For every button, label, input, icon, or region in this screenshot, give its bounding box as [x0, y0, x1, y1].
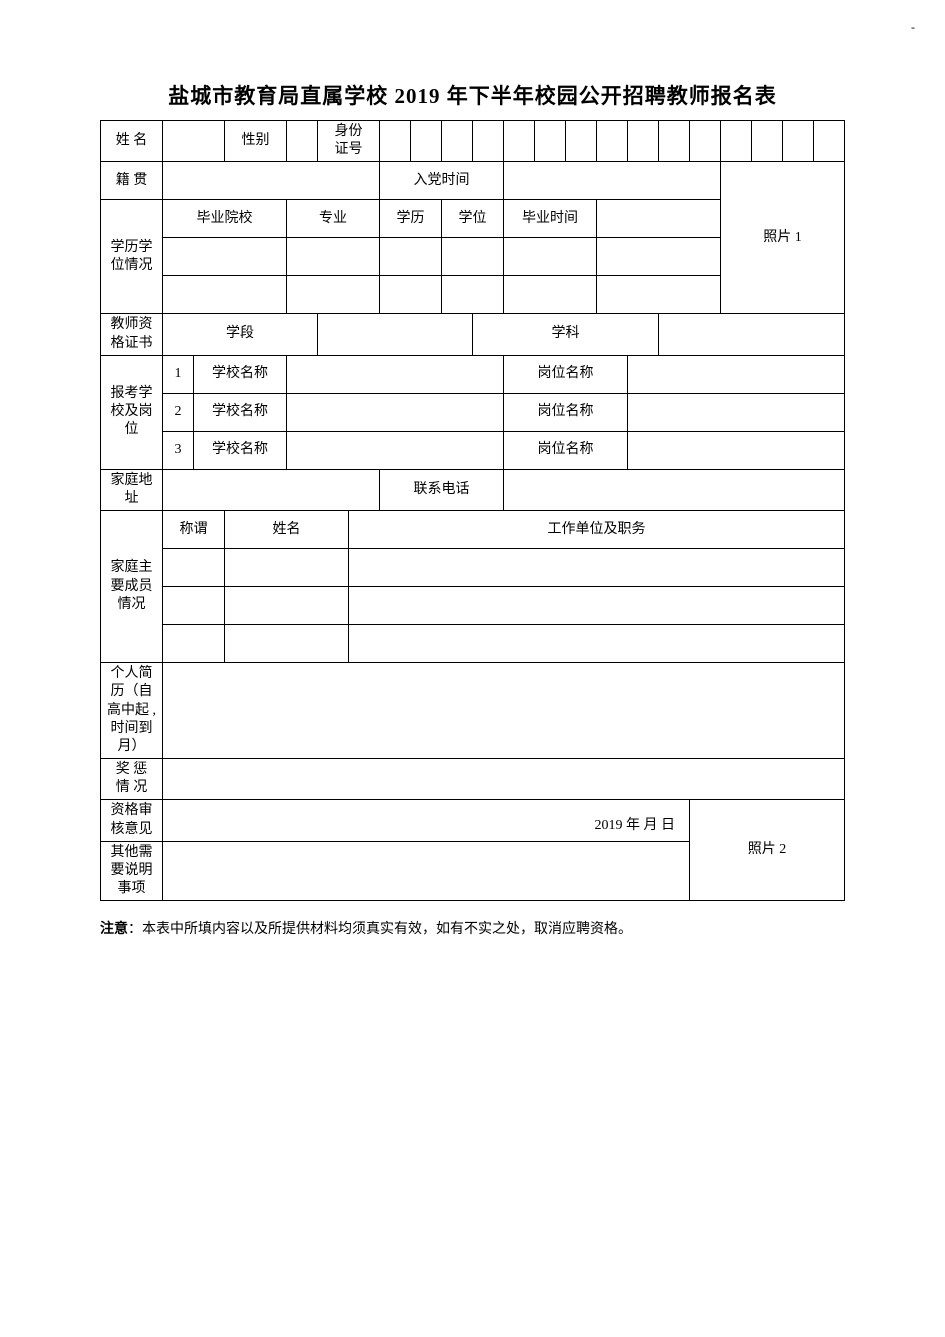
label-school-name-1: 学校名称 — [194, 355, 287, 393]
footer-note: 注意：本表中所填内容以及所提供材料均须真实有效，如有不实之处，取消应聘资格。 — [100, 919, 845, 941]
field-relation-1[interactable] — [163, 549, 225, 587]
label-native: 籍 贯 — [101, 162, 163, 200]
note-bold: 注意 — [100, 922, 128, 937]
field-edu-extra-1[interactable] — [597, 238, 721, 276]
id-digit[interactable] — [783, 121, 814, 162]
label-edu: 学历 — [380, 200, 442, 238]
label-award: 奖 惩 情 况 — [101, 759, 163, 800]
field-major-1[interactable] — [287, 238, 380, 276]
field-gender[interactable] — [287, 121, 318, 162]
field-award[interactable] — [163, 759, 845, 800]
note-text: ：本表中所填内容以及所提供材料均须真实有效，如有不实之处，取消应聘资格。 — [128, 922, 632, 937]
label-stage: 学段 — [163, 314, 318, 355]
field-home-addr[interactable] — [163, 469, 380, 510]
id-digit[interactable] — [752, 121, 783, 162]
label-grad-time: 毕业时间 — [504, 200, 597, 238]
photo2: 照片 2 — [690, 800, 845, 901]
field-fname-3[interactable] — [225, 625, 349, 663]
label-idno: 身份 证号 — [318, 121, 380, 162]
photo1: 照片 1 — [721, 162, 845, 314]
label-school-name-3: 学校名称 — [194, 431, 287, 469]
apply-num-2: 2 — [163, 393, 194, 431]
field-edu-extra-2[interactable] — [597, 276, 721, 314]
field-post-name-3[interactable] — [628, 431, 845, 469]
label-family: 家庭主要成员情况 — [101, 511, 163, 663]
field-resume[interactable] — [163, 663, 845, 759]
field-grad-time-1[interactable] — [504, 238, 597, 276]
field-work-unit-1[interactable] — [349, 549, 845, 587]
label-home-addr: 家庭地址 — [101, 469, 163, 510]
label-fname: 姓名 — [225, 511, 349, 549]
field-post-name-1[interactable] — [628, 355, 845, 393]
id-digit[interactable] — [411, 121, 442, 162]
apply-num-3: 3 — [163, 431, 194, 469]
corner-mark: - — [911, 20, 915, 35]
label-major: 专业 — [287, 200, 380, 238]
field-school-name-2[interactable] — [287, 393, 504, 431]
field-party-date[interactable] — [504, 162, 721, 200]
id-digit[interactable] — [473, 121, 504, 162]
id-digit[interactable] — [659, 121, 690, 162]
field-school-name-1[interactable] — [287, 355, 504, 393]
label-work-unit: 工作单位及职务 — [349, 511, 845, 549]
field-other[interactable] — [163, 841, 690, 901]
id-digit[interactable] — [535, 121, 566, 162]
apply-num-1: 1 — [163, 355, 194, 393]
label-post-name-3: 岗位名称 — [504, 431, 628, 469]
field-native[interactable] — [163, 162, 380, 200]
label-gender: 性别 — [225, 121, 287, 162]
field-work-unit-2[interactable] — [349, 587, 845, 625]
field-relation-3[interactable] — [163, 625, 225, 663]
id-digit[interactable] — [380, 121, 411, 162]
field-grad-time-2[interactable] — [504, 276, 597, 314]
label-resume: 个人简历（自高中起 ,时间到月） — [101, 663, 163, 759]
field-subject[interactable] — [659, 314, 845, 355]
registration-form: 姓 名 性别 身份 证号 籍 贯 入党时间 照片 1 学历学位情况 毕业院校 专… — [100, 120, 845, 901]
field-work-unit-3[interactable] — [349, 625, 845, 663]
label-degree: 学位 — [442, 200, 504, 238]
field-phone[interactable] — [504, 469, 845, 510]
id-digit[interactable] — [442, 121, 473, 162]
page-title: 盐城市教育局直属学校 2019 年下半年校园公开招聘教师报名表 — [100, 80, 845, 110]
label-edu-section: 学历学位情况 — [101, 200, 163, 314]
label-teacher-cert: 教师资格证书 — [101, 314, 163, 355]
label-post-name-2: 岗位名称 — [504, 393, 628, 431]
id-digit[interactable] — [814, 121, 845, 162]
field-fname-1[interactable] — [225, 549, 349, 587]
id-digit[interactable] — [597, 121, 628, 162]
label-grad-school: 毕业院校 — [163, 200, 287, 238]
label-apply: 报考学校及岗位 — [101, 355, 163, 469]
field-school-name-3[interactable] — [287, 431, 504, 469]
id-digit[interactable] — [628, 121, 659, 162]
label-party-date: 入党时间 — [380, 162, 504, 200]
field-major-2[interactable] — [287, 276, 380, 314]
edu-extra-header — [597, 200, 721, 238]
label-review: 资格审核意见 — [101, 800, 163, 841]
field-edu-1[interactable] — [380, 238, 442, 276]
label-post-name-1: 岗位名称 — [504, 355, 628, 393]
id-digit[interactable] — [721, 121, 752, 162]
id-digit[interactable] — [504, 121, 535, 162]
label-relation: 称谓 — [163, 511, 225, 549]
field-degree-2[interactable] — [442, 276, 504, 314]
field-fname-2[interactable] — [225, 587, 349, 625]
id-digit[interactable] — [690, 121, 721, 162]
field-grad-school-1[interactable] — [163, 238, 287, 276]
field-post-name-2[interactable] — [628, 393, 845, 431]
label-other: 其他需要说明事项 — [101, 841, 163, 901]
field-relation-2[interactable] — [163, 587, 225, 625]
id-digit[interactable] — [566, 121, 597, 162]
label-name: 姓 名 — [101, 121, 163, 162]
field-review[interactable]: 2019 年 月 日 — [163, 800, 690, 841]
label-subject: 学科 — [473, 314, 659, 355]
label-phone: 联系电话 — [380, 469, 504, 510]
label-school-name-2: 学校名称 — [194, 393, 287, 431]
field-degree-1[interactable] — [442, 238, 504, 276]
field-edu-2[interactable] — [380, 276, 442, 314]
field-name[interactable] — [163, 121, 225, 162]
field-grad-school-2[interactable] — [163, 276, 287, 314]
field-stage[interactable] — [318, 314, 473, 355]
